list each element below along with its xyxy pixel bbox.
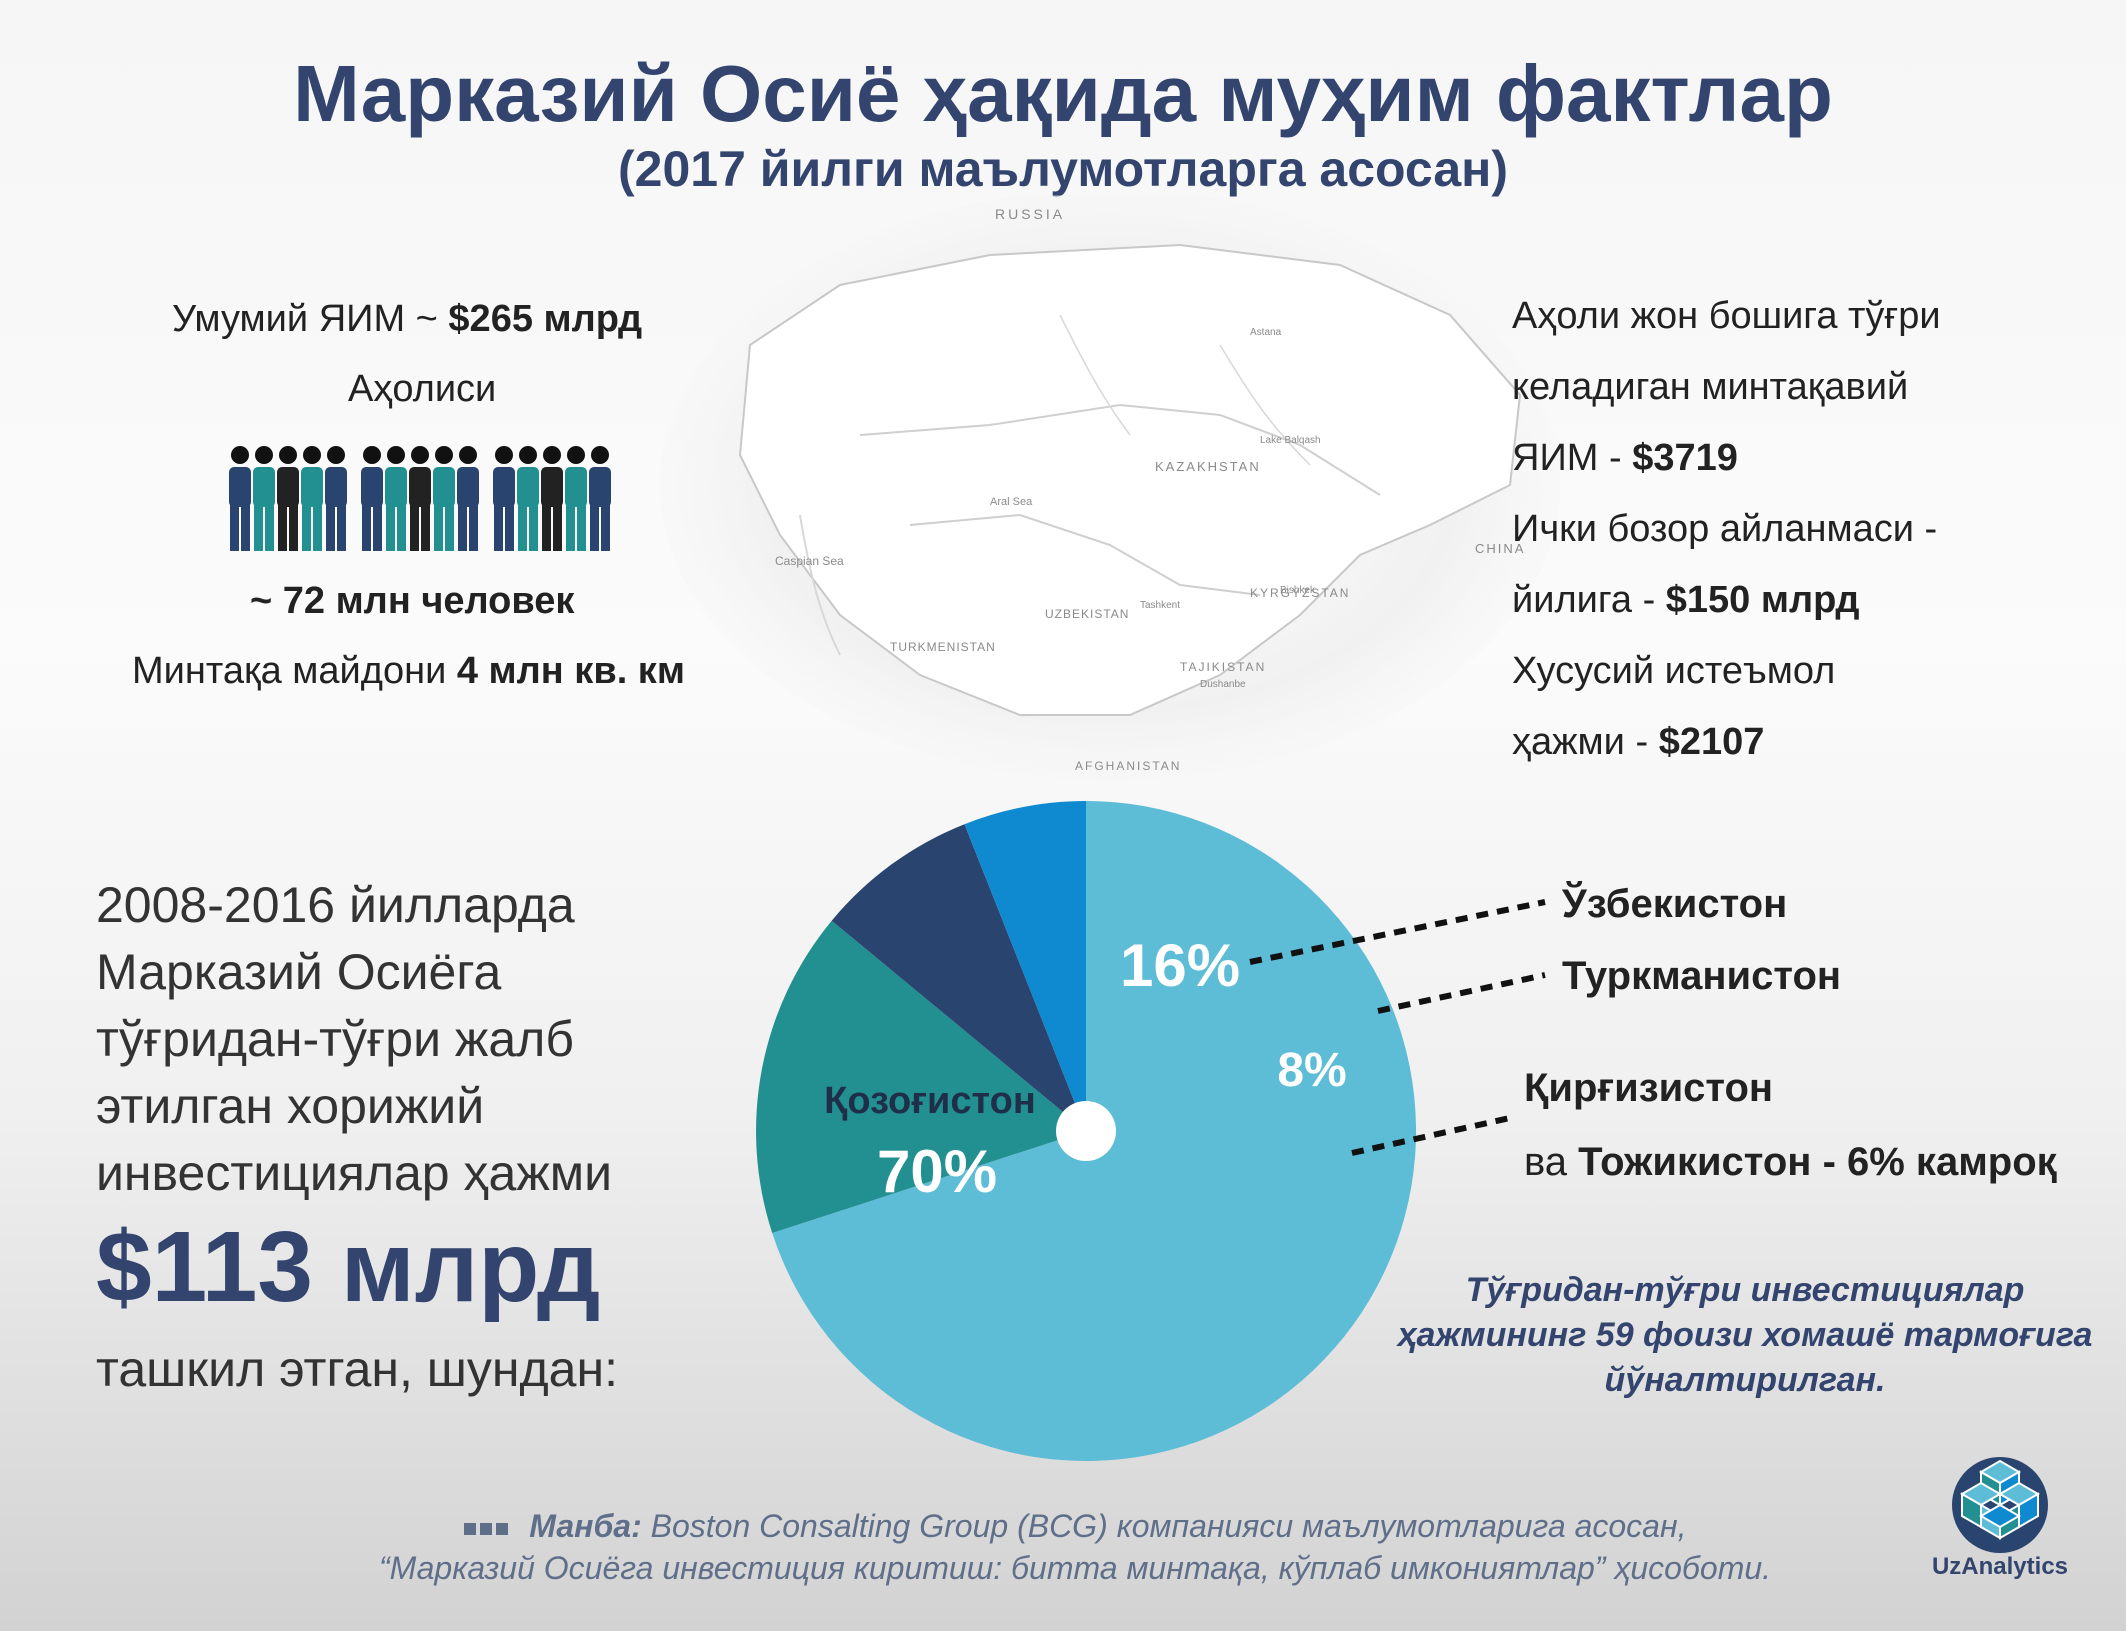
person-icon <box>229 446 251 551</box>
person-icon <box>589 446 611 551</box>
gdp-per-capita: ЯИМ - $3719 <box>1512 437 1738 479</box>
pie-slice <box>964 801 1086 1131</box>
pie-label-kazakhstan: Қозоғистон <box>824 1080 1036 1122</box>
leader-line-kyrgyzstan <box>1351 1115 1511 1156</box>
map-label: Tashkent <box>1140 600 1180 611</box>
legend-kyrgyzstan: Қирғизистон <box>1524 1066 1774 1110</box>
map-label: KAZAKHSTAN <box>1155 459 1261 474</box>
population-value: ~ 72 млн человек <box>250 580 575 622</box>
stat-line: Ички бозор айланмаси - <box>1512 508 1938 550</box>
map-label: AFGHANISTAN <box>1075 759 1181 773</box>
person-icon <box>457 446 479 551</box>
person-icon <box>565 446 587 551</box>
fdi-line: тўғридан-тўғри жалб <box>96 1011 574 1067</box>
page-title: Марказий Осиё ҳақида муҳим фактлар <box>293 49 1833 138</box>
pie-value-uzbekistan: 16% <box>1120 932 1240 999</box>
fdi-line: этилган хорижий <box>96 1078 485 1134</box>
person-icon <box>493 446 515 551</box>
legend-tajikistan: ва Тожикистон - 6% камроқ <box>1524 1140 2057 1184</box>
person-icon <box>301 446 323 551</box>
person-icon <box>409 446 431 551</box>
map-label: TAJIKISTAN <box>1180 660 1266 674</box>
map-label: Caspian Sea <box>775 554 844 568</box>
stat-line: Аҳоли жон бошига тўғри <box>1512 295 1941 337</box>
map-label: KYRGYZSTAN <box>1250 586 1350 600</box>
source-label: Манба: <box>529 1508 642 1544</box>
total-gdp: Умумий ЯИМ ~ $265 млрд <box>172 298 643 340</box>
fdi-amount: $113 млрд <box>96 1211 601 1323</box>
fdi-description: 2008-2016 йилларда Марказий Осиёга тўғри… <box>96 872 736 1207</box>
map-label: CHINA <box>1475 541 1525 556</box>
leader-line-turkmenistan <box>1377 972 1546 1014</box>
map-label: Astana <box>1250 327 1282 338</box>
population-label: Аҳолиси <box>348 368 497 410</box>
pie-slice <box>831 824 1086 1131</box>
domestic-turnover: йилига - $150 млрд <box>1512 579 1860 621</box>
map-label: Dushanbe <box>1200 679 1246 690</box>
map-label: Lake Balqash <box>1260 435 1321 446</box>
map-label: Aral Sea <box>990 496 1033 508</box>
fdi-tail: ташкил этган, шундан: <box>96 1341 618 1397</box>
region-area: Минтақа майдони 4 млн кв. км <box>132 650 685 692</box>
pie-center-hole <box>1056 1101 1116 1161</box>
person-icon <box>253 446 275 551</box>
pie-slice <box>756 920 1086 1233</box>
person-icon <box>361 446 383 551</box>
stat-line: келадиган минтақавий <box>1512 366 1909 408</box>
legend-uzbekistan: Ўзбекистон <box>1562 882 1788 926</box>
raw-materials-note: Тўғридан-тўғри инвестициялар ҳажмининг 5… <box>1397 1271 2093 1399</box>
private-consumption: ҳажми - $2107 <box>1512 721 1765 763</box>
page-subtitle: (2017 йилги маълумотларга асосан) <box>618 141 1508 197</box>
map-label: RUSSIA <box>995 206 1065 222</box>
person-icon <box>433 446 455 551</box>
map-label: Bishkek <box>1280 585 1316 596</box>
person-icon <box>385 446 407 551</box>
fdi-line: 2008-2016 йилларда <box>96 877 575 933</box>
fdi-line: Марказий Осиёга <box>96 944 502 1000</box>
person-icon <box>541 446 563 551</box>
population-people-icon <box>229 446 611 551</box>
map-label: UZBEKISTAN <box>1045 607 1129 621</box>
fdi-line: инвестициялар ҳажми <box>96 1145 613 1201</box>
map-label: TURKMENISTAN <box>890 640 996 654</box>
source-citation: Манба: Boston Consalting Group (BCG) ком… <box>378 1508 1772 1586</box>
stat-line: Хусусий истеъмол <box>1512 650 1836 692</box>
logo-name: UzAnalytics <box>1931 1553 2069 1580</box>
person-icon <box>277 446 299 551</box>
legend-turkmenistan: Туркманистон <box>1562 954 1842 998</box>
person-icon <box>325 446 347 551</box>
person-icon <box>517 446 539 551</box>
uzanalytics-logo-icon <box>1952 1457 2048 1553</box>
leader-line-uzbekistan <box>1249 899 1546 965</box>
pie-value-kazakhstan: 70% <box>877 1138 997 1205</box>
pie-value-turkmenistan: 8% <box>1277 1044 1346 1097</box>
central-asia-map: RUSSIA KAZAKHSTAN CHINA Caspian Sea Aral… <box>660 195 1560 780</box>
right-stats: Аҳоли жон бошига тўғри келадиган минтақа… <box>1512 292 2112 789</box>
